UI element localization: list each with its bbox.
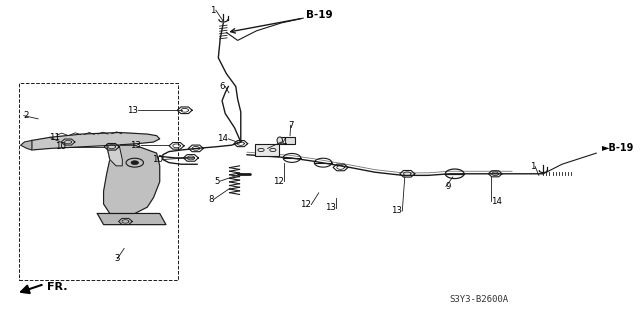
Text: B-19: B-19 (307, 10, 333, 20)
Bar (255, 144, 279, 156)
Polygon shape (97, 213, 166, 225)
Polygon shape (107, 145, 122, 166)
Text: 2: 2 (24, 111, 29, 120)
Text: 14: 14 (218, 134, 228, 143)
Text: S3Y3-B2600A: S3Y3-B2600A (450, 295, 509, 304)
Bar (280, 137, 295, 144)
Text: 11: 11 (49, 133, 60, 142)
Text: 13: 13 (130, 141, 141, 150)
Text: 8: 8 (209, 195, 214, 204)
Polygon shape (20, 140, 32, 150)
Text: 6: 6 (220, 82, 225, 91)
Polygon shape (32, 132, 160, 150)
Text: 14: 14 (492, 197, 502, 206)
Text: 5: 5 (214, 177, 220, 186)
Text: 13: 13 (127, 106, 138, 115)
Text: ►B-19: ►B-19 (602, 143, 635, 153)
Text: 3: 3 (115, 254, 120, 263)
Circle shape (131, 161, 138, 165)
Polygon shape (104, 145, 160, 213)
Text: 12: 12 (300, 200, 311, 209)
Text: 10: 10 (55, 142, 66, 151)
Text: 7: 7 (288, 121, 293, 130)
Text: 12: 12 (273, 177, 284, 186)
Text: 1: 1 (211, 6, 216, 15)
Text: 4: 4 (282, 137, 287, 146)
Text: FR.: FR. (47, 282, 68, 292)
Text: 9: 9 (446, 182, 451, 191)
Text: 1: 1 (530, 162, 535, 171)
Ellipse shape (277, 137, 282, 144)
Text: 13: 13 (324, 203, 335, 212)
Text: 13: 13 (391, 206, 403, 215)
Text: 10: 10 (152, 155, 163, 164)
